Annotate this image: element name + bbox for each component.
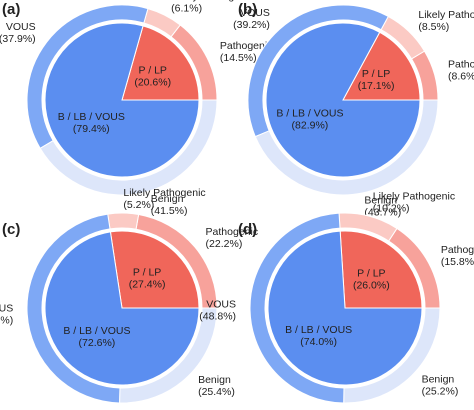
outer-label: Likely Pathogenic	[123, 187, 205, 199]
outer-label: VOUS	[0, 303, 13, 315]
inner-value-label: (79.4%)	[73, 123, 110, 135]
outer-label: Pathogenic	[220, 40, 273, 52]
outer-wedge	[343, 307, 441, 404]
outer-wedge	[254, 99, 439, 196]
outer-label: VOUS	[6, 21, 36, 33]
outer-value-label: (22.2%)	[206, 238, 243, 250]
outer-value-label: (25.4%)	[198, 386, 235, 398]
inner-wedge	[265, 22, 421, 178]
inner-label: B / LB / VOUS	[58, 111, 125, 123]
outer-label: Pathogenic	[441, 244, 474, 256]
outer-value-label: (6.1%)	[171, 3, 202, 15]
outer-value-label: (8.6%)	[448, 71, 474, 83]
outer-label: Benign	[151, 193, 184, 205]
outer-label: Benign	[364, 195, 397, 207]
inner-value-label: (82.9%)	[292, 119, 329, 131]
outer-label: Pathogenic	[206, 226, 259, 238]
outer-value-label: (10.2%)	[373, 202, 410, 214]
outer-value-label: (8.5%)	[418, 21, 449, 33]
outer-value-label: (37.9%)	[0, 33, 36, 45]
inner-wedge	[44, 231, 200, 386]
inner-value-label: (27.4%)	[129, 279, 166, 291]
inner-value-label: (74.0%)	[300, 336, 337, 348]
outer-wedge	[107, 212, 140, 230]
outer-label: Pathogenic	[448, 59, 474, 71]
inner-value-label: (20.6%)	[134, 77, 171, 89]
outer-value-label: (39.2%)	[233, 19, 270, 31]
panel-label: (c)	[2, 221, 20, 238]
inner-label: B / LB / VOUS	[63, 325, 130, 337]
inner-label: B / LB / VOUS	[276, 107, 343, 119]
outer-value-label: (48.8%)	[199, 311, 236, 323]
outer-wedge	[119, 307, 218, 404]
outer-value-label: (5.2%)	[123, 199, 154, 211]
outer-label: VOUS	[240, 7, 270, 19]
inner-value-label: (26.0%)	[353, 280, 390, 292]
panel-label: (b)	[238, 1, 257, 18]
outer-value-label: (47.2%)	[0, 315, 13, 327]
outer-value-label: (25.2%)	[422, 385, 459, 397]
inner-wedge	[44, 22, 200, 178]
inner-label: B / LB / VOUS	[285, 324, 352, 336]
outer-label: Benign	[198, 374, 231, 386]
inner-wedge	[342, 31, 421, 101]
inner-wedge	[109, 230, 200, 309]
panel-label: (a)	[2, 1, 20, 18]
outer-label: Benign	[422, 373, 455, 385]
inner-label: P / LP	[357, 268, 385, 280]
inner-wedge	[267, 230, 423, 386]
inner-label: P / LP	[133, 267, 161, 279]
outer-value-label: (41.5%)	[151, 205, 188, 217]
outer-value-label: (14.5%)	[220, 52, 257, 64]
inner-label: P / LP	[362, 68, 390, 80]
outer-label: Likely Pathogenic	[418, 9, 474, 21]
inner-value-label: (17.1%)	[358, 80, 395, 92]
inner-wedge	[339, 230, 423, 309]
panel-label: (d)	[238, 221, 257, 238]
inner-value-label: (72.6%)	[79, 337, 116, 349]
outer-label: Likely Pathogenic	[171, 0, 253, 3]
outer-value-label: (43.7%)	[364, 207, 401, 219]
outer-label: Likely Pathogenic	[373, 190, 455, 202]
outer-value-label: (15.8%)	[441, 256, 474, 268]
inner-wedge	[121, 25, 200, 101]
outer-label: VOUS	[206, 299, 236, 311]
outer-wedge	[39, 99, 218, 196]
inner-label: P / LP	[139, 65, 167, 77]
